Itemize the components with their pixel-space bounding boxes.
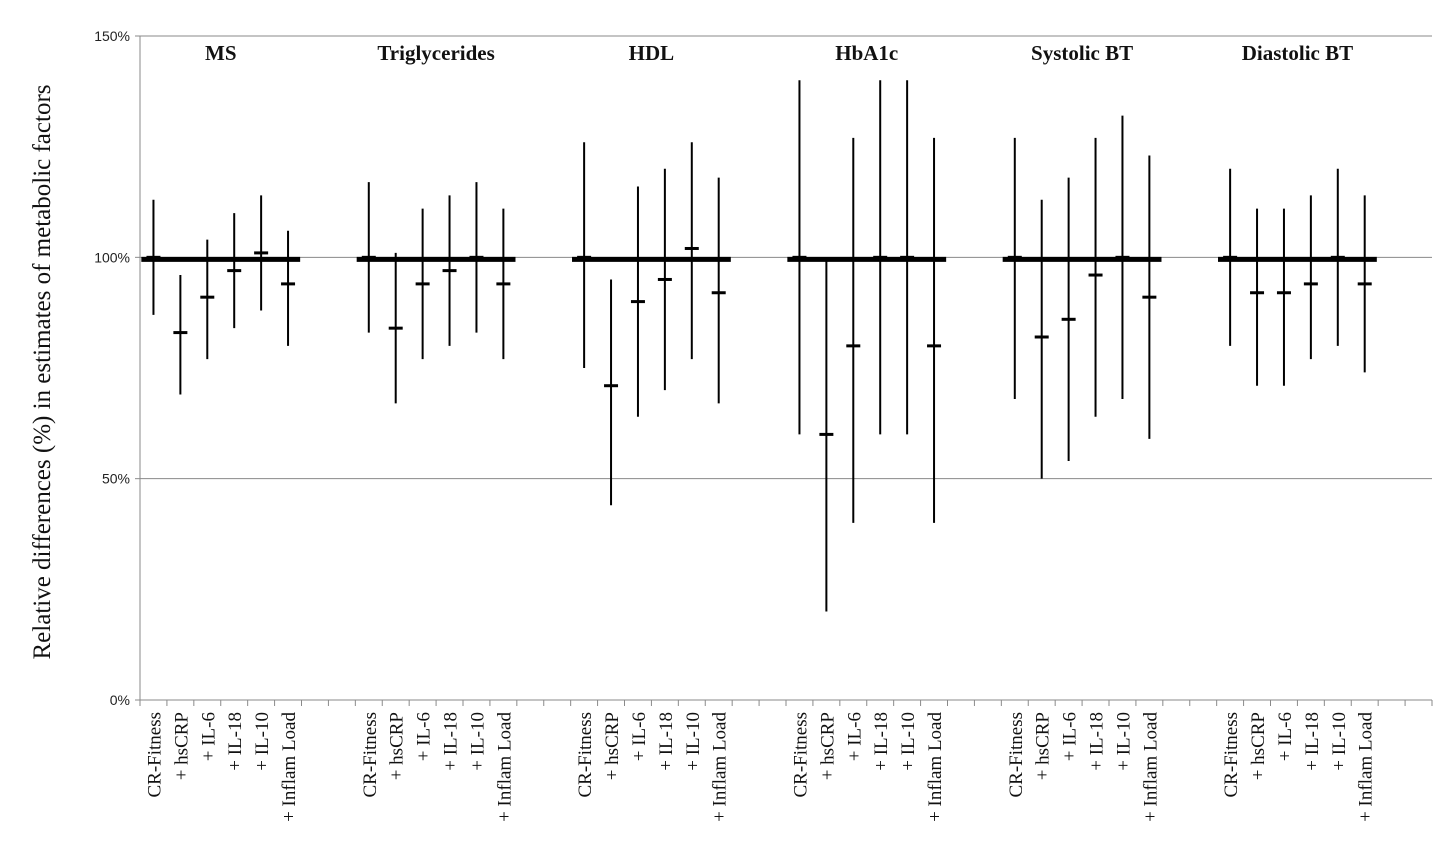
y-tick-label: 150% [94,28,130,44]
grid-layer [140,35,1432,480]
text-layer: 0% 50% 100% 150% Relative differences (%) in… [29,28,1377,822]
category-label: + IL-6 [198,712,219,761]
category-label: + IL-18 [225,712,246,771]
category-label: CR-Fitness [144,712,165,798]
category-label: + IL-10 [467,712,488,771]
category-label: + hsCRP [817,712,838,780]
category-label: CR-Fitness [1006,712,1027,798]
category-label: CR-Fitness [360,712,381,798]
category-label: + Inflam Load [279,712,300,822]
category-label: + IL-18 [656,712,677,771]
category-label: + Inflam Load [710,712,731,822]
category-label: + IL-18 [441,712,462,771]
category-label: + IL-6 [629,712,650,761]
panel-title: HDL [629,41,675,65]
category-label: CR-Fitness [575,712,596,798]
category-label: + hsCRP [171,712,192,780]
category-label: + IL-10 [252,712,273,771]
category-label: + IL-10 [1113,712,1134,771]
panel-title: MS [205,41,237,65]
y-tick-label: 50% [102,471,130,487]
category-label: + IL-18 [1302,712,1323,771]
category-label: + IL-18 [1087,712,1108,771]
category-label: + IL-6 [1060,712,1081,761]
category-label: + Inflam Load [494,712,515,822]
category-label: + Inflam Load [925,712,946,822]
panel-title: Systolic BT [1031,41,1133,65]
category-label: + IL-6 [414,712,435,761]
category-label: + IL-6 [844,712,865,761]
error-bars [146,80,1372,612]
axis-layer [135,35,1433,706]
panel-title: Diastolic BT [1242,41,1353,65]
category-label: CR-Fitness [1221,712,1242,798]
category-label: + IL-18 [871,712,892,771]
category-label: + Inflam Load [1140,712,1161,822]
category-label: + hsCRP [602,712,623,780]
y-tick-label: 0% [110,692,130,708]
category-label: + IL-10 [683,712,704,771]
category-label: + IL-10 [898,712,919,771]
category-label: + IL-10 [1329,712,1350,771]
panel-title: HbA1c [835,41,898,65]
panel-title: Triglycerides [377,41,494,65]
category-label: + hsCRP [1248,712,1269,780]
category-label: + IL-6 [1275,712,1296,761]
category-label: + Inflam Load [1356,712,1377,822]
category-label: CR-Fitness [790,712,811,798]
y-tick-label: 100% [94,249,130,265]
category-label: + hsCRP [1033,712,1054,780]
category-label: + hsCRP [387,712,408,780]
y-axis-title: Relative differences (%) in estimates of… [29,85,56,660]
